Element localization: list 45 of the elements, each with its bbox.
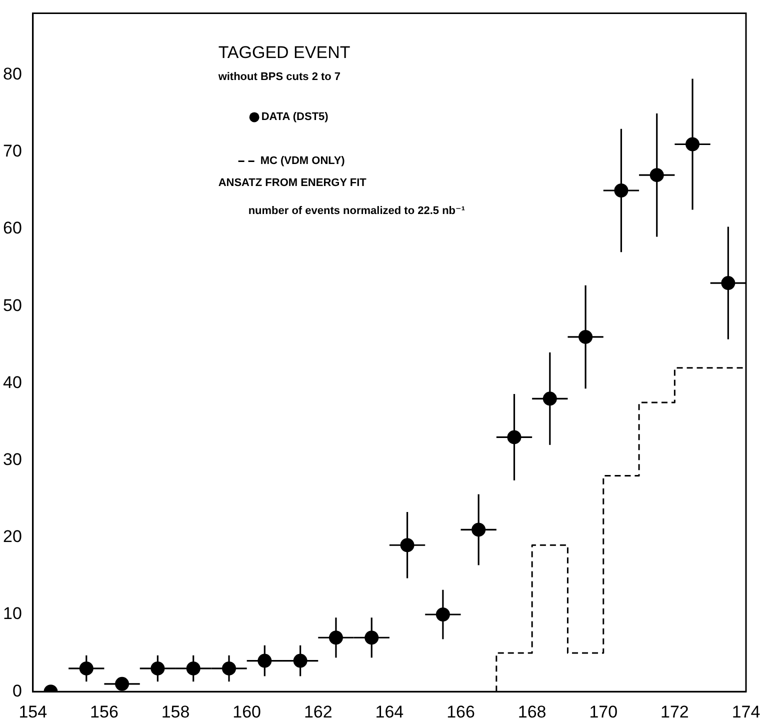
x-tick-label: 158 xyxy=(161,702,190,722)
x-tick-label: 170 xyxy=(589,702,618,722)
point xyxy=(258,654,272,668)
point xyxy=(721,276,736,290)
y-tick-label: 60 xyxy=(2,218,22,238)
annotation: number of events normalized to 22.5 nb⁻¹ xyxy=(248,205,466,218)
x-tick-label: 156 xyxy=(90,702,118,722)
y-tick-label: 0 xyxy=(12,681,22,700)
point xyxy=(222,661,236,676)
point xyxy=(186,661,200,676)
point xyxy=(650,168,664,182)
y-tick-label: 20 xyxy=(2,527,22,546)
point xyxy=(400,538,414,552)
point xyxy=(436,608,450,622)
x-tick-label: 174 xyxy=(732,702,760,722)
legend-label: MC (VDM ONLY) xyxy=(260,155,346,168)
point xyxy=(364,630,379,645)
y-tick-label: 10 xyxy=(2,604,22,624)
text: TAGGED EVENT xyxy=(218,42,350,62)
y-tick-label: 40 xyxy=(2,372,22,392)
point xyxy=(578,330,593,344)
x-tick-label: 154 xyxy=(18,702,48,722)
point xyxy=(150,661,165,676)
point xyxy=(472,522,486,537)
y-tick-label: 50 xyxy=(2,296,22,315)
point xyxy=(293,654,308,668)
x-tick-label: 164 xyxy=(375,702,404,722)
point xyxy=(614,184,628,198)
y-tick-label: 80 xyxy=(2,64,22,84)
point xyxy=(115,676,130,691)
point xyxy=(328,630,343,645)
x-tick-label: 172 xyxy=(660,702,689,722)
point xyxy=(79,661,94,676)
y-tick-label: 30 xyxy=(2,450,22,470)
x-tick-label: 166 xyxy=(446,702,475,722)
point xyxy=(686,137,700,152)
annotation: ANSATZ FROM ENERGY FIT xyxy=(218,177,367,190)
x-tick-label: 160 xyxy=(232,702,262,722)
point xyxy=(542,392,557,406)
x-tick-label: 162 xyxy=(304,702,332,722)
text: without BPS cuts 2 to 7 xyxy=(217,71,341,84)
y-tick-label: 70 xyxy=(2,142,22,161)
legend-label: DATA (DST5) xyxy=(261,111,329,124)
x-tick-label: 168 xyxy=(518,702,546,722)
point xyxy=(507,430,522,444)
